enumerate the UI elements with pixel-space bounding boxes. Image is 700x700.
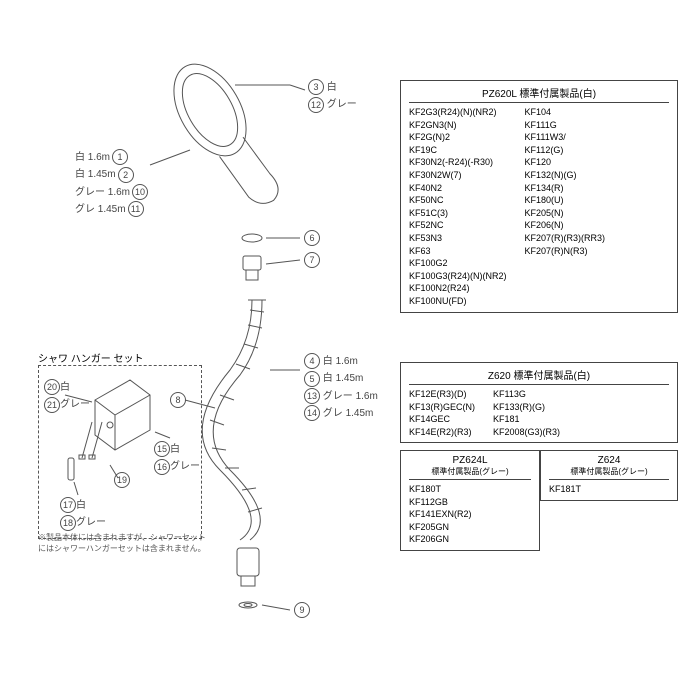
table-pz620l: PZ620L 標準付属製品(白) KF2G3(R24)(N)(NR2)KF2GN… (400, 80, 678, 313)
part-number: KF180T (409, 483, 531, 496)
part-number: KF205(N) (525, 207, 606, 220)
shower-head (159, 52, 291, 221)
part-number: KF13(R)GEC(N) (409, 401, 475, 414)
hose-labels: 4 白 1.6m 5 白 1.45m 13 グレー 1.6m 14 グレ 1.4… (302, 352, 378, 421)
table-z624: Z624標準付属製品(グレー) KF181T (540, 450, 678, 501)
table-title: PZ620L 標準付属製品(白) (409, 85, 669, 103)
part-number: KF51C(3) (409, 207, 507, 220)
part-number: KF206(N) (525, 219, 606, 232)
table-z620: Z620 標準付属製品(白) KF12E(R3)(D)KF13(R)GEC(N)… (400, 362, 678, 443)
table-title: PZ624L標準付属製品(グレー) (409, 455, 531, 480)
part-number: KF40N2 (409, 182, 507, 195)
part-number: KF133(R)(G) (493, 401, 560, 414)
part-number: KF120 (525, 156, 606, 169)
part-number: KF180(U) (525, 194, 606, 207)
part-number: KF113G (493, 388, 560, 401)
part-number: KF2008(G3)(R3) (493, 426, 560, 439)
hanger-label-19: 19 (112, 472, 130, 488)
connector (243, 256, 261, 280)
diagram-area: 白 1.6m1 白 1.45m2 グレー 1.6m10 グレ 1.45m11 3… (0, 0, 700, 700)
part-number: KF63 (409, 245, 507, 258)
set-labels: 白 1.6m1 白 1.45m2 グレー 1.6m10 グレ 1.45m11 (75, 148, 148, 217)
part-number: KF30N2(-R24)(-R30) (409, 156, 507, 169)
part-number: KF100G2 (409, 257, 507, 270)
table-title: Z624標準付属製品(グレー) (549, 455, 669, 480)
part-number: KF14GEC (409, 413, 475, 426)
washer (239, 602, 257, 608)
part-number: KF111G (525, 119, 606, 132)
part-number: KF207(R)N(R3) (525, 245, 606, 258)
part-number: KF132(N)(G) (525, 169, 606, 182)
part-number: KF100G3(R24)(N)(NR2) (409, 270, 507, 283)
part-number: KF14E(R2)(R3) (409, 426, 475, 439)
part-number: KF12E(R3)(D) (409, 388, 475, 401)
hanger-title: シャワ ハンガー セット (38, 350, 144, 365)
part-number: KF134(R) (525, 182, 606, 195)
part-number: KF2G3(R24)(N)(NR2) (409, 106, 507, 119)
part-number: KF100N2(R24) (409, 282, 507, 295)
table-title: Z620 標準付属製品(白) (409, 367, 669, 385)
table-pz624l: PZ624L標準付属製品(グレー) KF180TKF112GBKF141EXN(… (400, 450, 540, 551)
hose (202, 300, 266, 540)
connector-label: 7 (302, 252, 320, 268)
part-number: KF181T (549, 483, 669, 496)
part-number: KF2GN3(N) (409, 119, 507, 132)
part-number: KF112(G) (525, 144, 606, 157)
part-number: KF111W3/ (525, 131, 606, 144)
hanger-label-15-16: 15白 16グレー (152, 440, 200, 475)
o-ring (242, 234, 262, 242)
part-number: KF50NC (409, 194, 507, 207)
part-number: KF19C (409, 144, 507, 157)
part-number: KF205GN (409, 521, 531, 534)
hanger-note: ※製品本体には含まれますが、シャワーセットにはシャワーハンガーセットは含まれませ… (38, 532, 213, 554)
part-number: KF52NC (409, 219, 507, 232)
washer-label: 9 (292, 602, 310, 618)
part-number: KF141EXN(R2) (409, 508, 531, 521)
part-number: KF206GN (409, 533, 531, 546)
part-number: KF104 (525, 106, 606, 119)
hanger-label-17-18: 17白 18グレー (58, 496, 106, 531)
part-number: KF112GB (409, 496, 531, 509)
head-labels: 3 白 12 グレー (306, 78, 357, 113)
part-number: KF30N2W(7) (409, 169, 507, 182)
part-number: KF100NU(FD) (409, 295, 507, 308)
part-number: KF2G(N)2 (409, 131, 507, 144)
part-number: KF181 (493, 413, 560, 426)
lower-fitting (237, 548, 259, 586)
part-number: KF53N3 (409, 232, 507, 245)
part-number: KF207(R)(R3)(RR3) (525, 232, 606, 245)
gasket-label: 6 (302, 230, 320, 246)
hanger-label-20-21: 20白 21グレー (42, 378, 90, 413)
